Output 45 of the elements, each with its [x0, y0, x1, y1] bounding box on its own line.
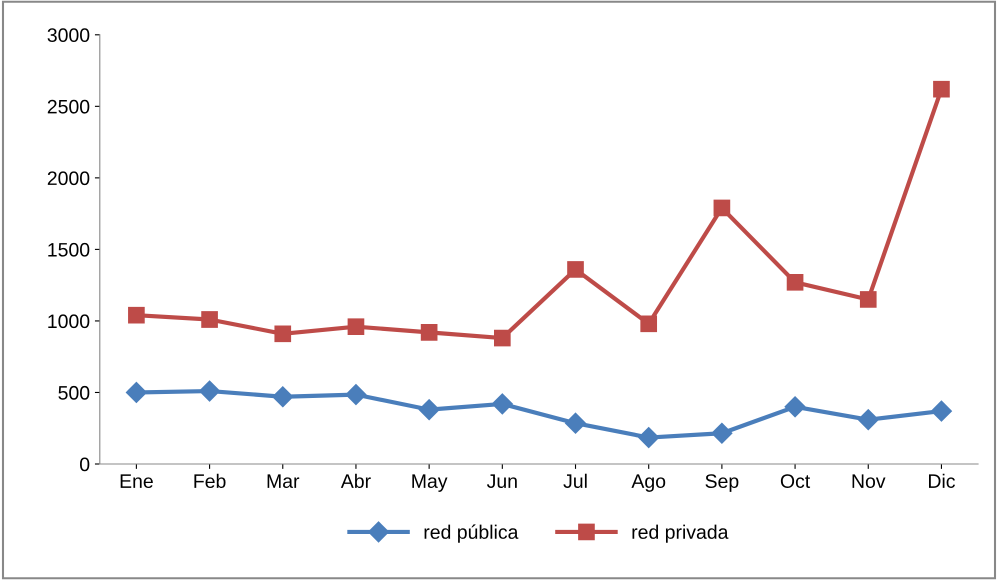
- x-tick-label: Mar: [268, 474, 300, 488]
- point: [418, 399, 440, 420]
- point: [786, 274, 804, 291]
- x-tick-label: Ago: [631, 474, 666, 492]
- point: [933, 80, 950, 98]
- x-tick-label: Dic: [929, 474, 955, 488]
- x-tick-label: Nov: [852, 474, 886, 488]
- y-tick-label: 1000: [48, 314, 90, 328]
- point: [201, 311, 218, 328]
- x-tick-label: Sep: [705, 474, 738, 492]
- y-tick-label: 500: [58, 386, 90, 400]
- x-tick-label: Oct: [780, 474, 810, 488]
- point: [274, 325, 292, 342]
- y-tick-label: 0: [80, 457, 90, 472]
- point: [930, 400, 952, 422]
- x-tick-label: Feb: [194, 474, 226, 488]
- point: [565, 412, 586, 434]
- point: [711, 422, 732, 444]
- point: [784, 396, 806, 418]
- x-tick-label: Abr: [340, 474, 371, 488]
- point: [199, 380, 220, 402]
- y-tick-label: 3000: [48, 28, 90, 42]
- point: [272, 386, 294, 408]
- point: [348, 318, 364, 335]
- y-tick-label: 2000: [48, 171, 90, 186]
- point: [638, 427, 660, 448]
- point: [860, 291, 877, 308]
- point: [640, 315, 658, 332]
- x-tick-label: May: [412, 474, 448, 492]
- legend-label: red pública: [424, 524, 518, 543]
- point: [126, 382, 147, 403]
- y-tick-label: 1500: [48, 242, 90, 257]
- y-tick-label: 2500: [48, 100, 90, 114]
- x-tick-label: Ene: [120, 474, 153, 488]
- x-tick-label: Jul: [563, 474, 587, 488]
- legend-label: red privada: [632, 524, 728, 543]
- point: [492, 393, 513, 414]
- point: [858, 409, 879, 430]
- point: [345, 384, 366, 406]
- point: [494, 330, 511, 346]
- point: [128, 306, 145, 324]
- point: [714, 200, 730, 216]
- x-tick-label: Jun: [486, 474, 517, 488]
- point: [420, 324, 438, 341]
- point: [567, 261, 584, 278]
